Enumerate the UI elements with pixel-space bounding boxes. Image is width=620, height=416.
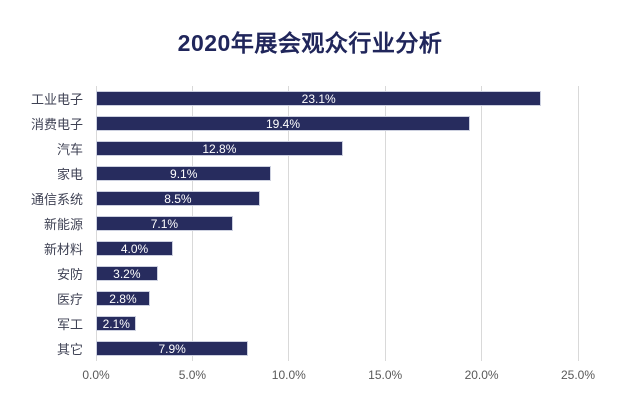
gridline [577,86,579,361]
bar-value-label: 2.8% [109,291,137,306]
bar-row: 19.4% [96,111,578,136]
bar-value-label: 19.4% [266,116,301,131]
category-label: 工业电子 [30,92,83,107]
bar: 2.8% [96,291,150,306]
category-label: 其它 [56,342,83,357]
chart-title: 2020年展会观众行业分析 [177,30,443,56]
category-label: 消费电子 [30,117,83,132]
bar-value-label: 12.8% [202,141,237,156]
category-label: 医疗 [56,292,83,307]
bar: 23.1% [96,91,542,106]
category-labels: 工业电子消费电子汽车家电通信系统新能源新材料安防医疗军工其它 [0,86,90,361]
bar-row: 4.0% [96,236,578,261]
bar: 8.5% [96,191,260,206]
x-tick-label: 25.0% [560,368,596,382]
bar-value-label: 2.1% [102,316,130,331]
bar-rows: 23.1% 19.4% 12.8% 9.1% 8.5% 7.1% 4.0% 3.2% 2.8% 2… [96,86,578,361]
bar: 4.0% [96,241,174,256]
bar-row: 2.8% [96,286,578,311]
category-label: 新材料 [43,242,83,257]
bar-value-label: 7.9% [158,341,186,356]
category-label: 军工 [56,317,83,332]
bar: 7.1% [96,216,233,231]
bar: 7.9% [96,341,249,356]
x-tick-label: 20.0% [464,368,499,382]
bar: 12.8% [96,141,343,156]
x-axis-ticks: 0.0% 5.0% 10.0% 15.0% 20.0% 25.0% [82,368,595,386]
bar-value-label: 23.1% [301,91,336,106]
gridline [288,86,290,361]
bar-value-label: 8.5% [164,191,192,206]
category-label: 新能源 [43,217,83,232]
bar-row: 7.1% [96,211,578,236]
bar-row: 8.5% [96,186,578,211]
x-tick-label: 10.0% [271,368,306,382]
bar-row: 3.2% [96,261,578,286]
gridline [481,86,483,361]
category-label: 安防 [56,267,83,282]
x-tick-label: 5.0% [178,368,207,382]
bar-row: 7.9% [96,336,578,361]
x-tick-label: 15.0% [368,368,403,382]
bar-value-label: 3.2% [113,266,141,281]
bar-row: 23.1% [96,86,578,111]
gridline [384,86,386,361]
bar: 19.4% [96,116,471,131]
bar-row: 9.1% [96,161,578,186]
category-label: 汽车 [56,142,83,157]
x-tick-label: 0.0% [82,368,110,382]
plot-area: 23.1% 19.4% 12.8% 9.1% 8.5% 7.1% 4.0% 3.2% 2.8% 2… [95,86,579,361]
bar-value-label: 7.1% [150,216,179,231]
category-label: 通信系统 [30,192,83,207]
bar-value-label: 4.0% [120,241,149,256]
category-label: 家电 [56,167,83,182]
bar: 3.2% [96,266,158,281]
bar-row: 12.8% [96,136,578,161]
bar: 9.1% [96,166,272,181]
bar: 2.1% [96,316,137,331]
bar-value-label: 9.1% [170,166,198,181]
bar-row: 2.1% [96,311,578,336]
